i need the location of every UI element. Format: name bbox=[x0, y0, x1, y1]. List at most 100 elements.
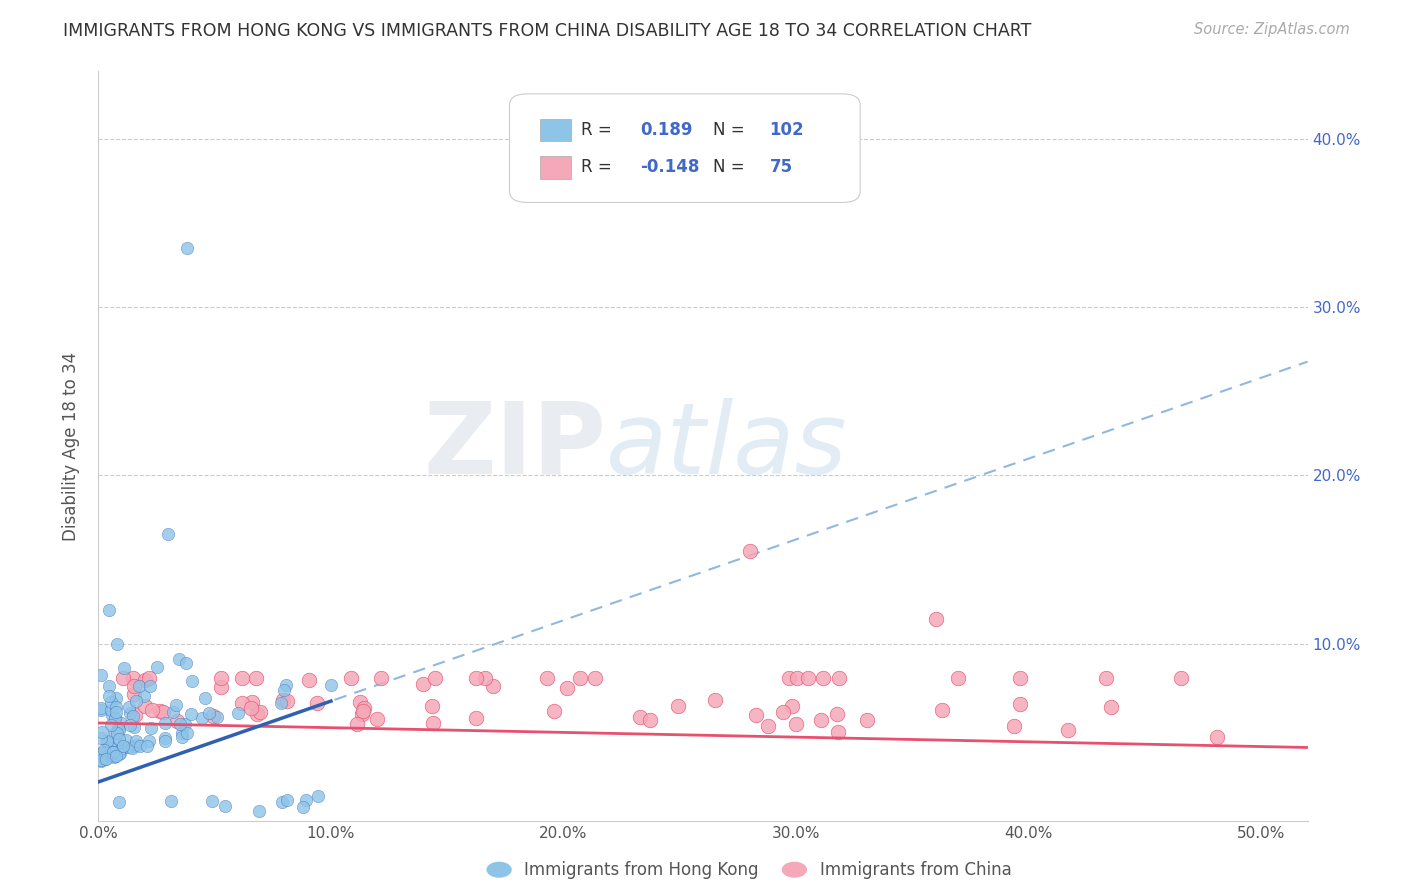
Point bbox=[108, 723, 131, 737]
Point bbox=[274, 678, 297, 692]
Point bbox=[149, 704, 172, 718]
Point bbox=[122, 708, 145, 723]
Point bbox=[105, 705, 128, 719]
Point bbox=[110, 715, 132, 730]
Point bbox=[176, 241, 198, 255]
Point bbox=[94, 752, 117, 766]
Point bbox=[90, 754, 112, 768]
Text: Source: ZipAtlas.com: Source: ZipAtlas.com bbox=[1194, 22, 1350, 37]
Point bbox=[1094, 671, 1116, 685]
Point bbox=[97, 679, 120, 693]
Point bbox=[103, 746, 125, 760]
Point bbox=[201, 794, 224, 808]
Point bbox=[134, 698, 156, 713]
Point bbox=[97, 690, 120, 704]
Point bbox=[125, 694, 148, 708]
Point bbox=[298, 673, 321, 687]
Point bbox=[103, 745, 125, 759]
Point bbox=[353, 701, 375, 715]
Point bbox=[107, 722, 129, 736]
Point bbox=[100, 703, 122, 717]
Point bbox=[104, 711, 127, 725]
Point bbox=[120, 706, 142, 720]
Point bbox=[946, 671, 969, 685]
Point bbox=[249, 705, 271, 719]
Point bbox=[100, 741, 122, 756]
Point bbox=[160, 794, 183, 808]
Point bbox=[91, 746, 114, 760]
Point bbox=[121, 671, 143, 685]
Point bbox=[569, 671, 592, 685]
Point bbox=[138, 671, 160, 685]
Point bbox=[100, 718, 122, 732]
Point bbox=[231, 671, 253, 685]
Point bbox=[176, 725, 198, 739]
Point bbox=[174, 717, 197, 731]
Point bbox=[772, 705, 794, 719]
Point bbox=[194, 691, 217, 706]
Text: R =: R = bbox=[581, 158, 617, 177]
Point bbox=[112, 739, 135, 753]
Point bbox=[270, 696, 292, 710]
Point bbox=[420, 699, 443, 714]
Point bbox=[120, 718, 142, 732]
Point bbox=[786, 671, 808, 685]
Text: atlas: atlas bbox=[606, 398, 848, 494]
Point bbox=[138, 734, 160, 748]
Point bbox=[90, 668, 112, 682]
Point bbox=[856, 714, 879, 728]
Point bbox=[207, 710, 229, 724]
Point bbox=[271, 795, 294, 809]
Point bbox=[292, 800, 315, 814]
Point bbox=[145, 660, 167, 674]
Point bbox=[190, 711, 212, 725]
Point bbox=[100, 695, 122, 709]
Point bbox=[128, 680, 150, 694]
FancyBboxPatch shape bbox=[509, 94, 860, 202]
Point bbox=[628, 710, 651, 724]
Point bbox=[246, 706, 269, 721]
Point bbox=[118, 699, 141, 714]
Point bbox=[352, 704, 374, 718]
Point bbox=[105, 690, 128, 705]
Point bbox=[1008, 671, 1031, 685]
Text: N =: N = bbox=[713, 158, 749, 177]
Point bbox=[1008, 697, 1031, 711]
Point bbox=[166, 714, 188, 728]
Point bbox=[97, 603, 120, 617]
Point bbox=[1099, 699, 1122, 714]
Point bbox=[139, 679, 162, 693]
Bar bbox=[540, 119, 571, 141]
Point bbox=[245, 671, 267, 685]
Point bbox=[239, 701, 262, 715]
Point bbox=[121, 740, 143, 755]
Point bbox=[124, 739, 146, 754]
Point bbox=[94, 751, 117, 765]
Point bbox=[104, 748, 127, 763]
Point bbox=[122, 679, 145, 693]
Point bbox=[174, 656, 197, 670]
Point bbox=[104, 726, 127, 740]
Point bbox=[108, 731, 131, 746]
Point bbox=[738, 544, 761, 558]
Point bbox=[209, 671, 232, 685]
Point bbox=[90, 703, 112, 717]
Text: R =: R = bbox=[581, 120, 617, 139]
Point bbox=[125, 734, 148, 748]
Point bbox=[165, 698, 187, 713]
Point bbox=[366, 712, 388, 726]
Point bbox=[94, 752, 117, 766]
Point bbox=[464, 671, 486, 685]
Point bbox=[152, 705, 174, 719]
Point bbox=[370, 671, 392, 685]
Point bbox=[536, 671, 558, 685]
Point bbox=[96, 735, 118, 749]
Point bbox=[90, 731, 112, 746]
Point bbox=[350, 707, 373, 722]
Point bbox=[1057, 723, 1080, 737]
Point bbox=[105, 638, 128, 652]
Point bbox=[319, 677, 342, 691]
Point bbox=[202, 709, 225, 723]
Point bbox=[231, 696, 253, 710]
Point bbox=[157, 527, 180, 541]
